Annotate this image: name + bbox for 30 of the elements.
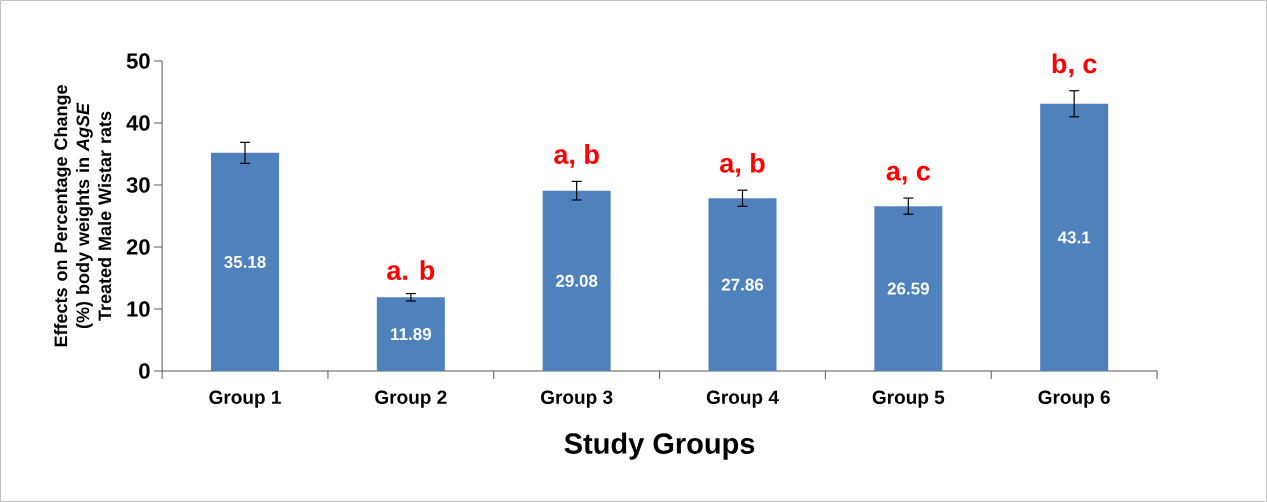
data-label: 27.86 — [721, 278, 764, 291]
x-tick-label: Group 1 — [209, 390, 281, 408]
data-label: 35.18 — [224, 255, 266, 268]
y-tick-label: 10 — [127, 301, 150, 317]
data-label: 11.89 — [391, 328, 432, 341]
annotation: a, c — [886, 165, 931, 185]
bar — [542, 190, 611, 371]
annotation: a. b — [387, 260, 435, 281]
annotation: a, b — [720, 152, 765, 177]
data-label: 26.59 — [887, 282, 929, 295]
x-tick-label: Group 5 — [872, 390, 945, 408]
y-tick-label: 30 — [126, 177, 150, 193]
x-axis-title: Study Groups — [564, 432, 755, 460]
bar — [211, 152, 280, 371]
x-tick-label: Group 4 — [706, 390, 779, 408]
annotation: a, b — [554, 144, 599, 168]
y-tick-label: 50 — [126, 53, 150, 69]
bar — [1040, 103, 1109, 371]
bar — [376, 297, 445, 371]
x-tick-label: Group 2 — [375, 390, 447, 408]
bar — [874, 206, 943, 371]
y-tick-label: 0 — [139, 363, 150, 379]
y-tick-label: 20 — [126, 239, 150, 255]
data-label: 43.1 — [1057, 231, 1091, 244]
data-label: 29.08 — [556, 274, 598, 287]
x-tick-label: Group 3 — [541, 390, 613, 408]
bar — [708, 198, 777, 371]
y-tick-label: 40 — [126, 115, 150, 131]
annotation: b, c — [1052, 53, 1097, 78]
x-tick-label: Group 6 — [1038, 390, 1110, 408]
